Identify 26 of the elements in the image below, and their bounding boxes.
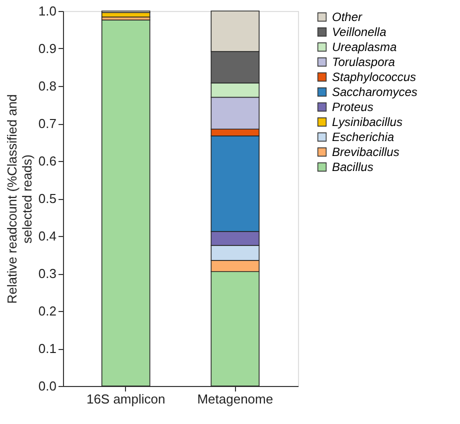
x-tick-label: Metagenome xyxy=(197,392,274,406)
y-tick-label: 0.2 xyxy=(38,304,56,318)
legend-label: Bacillus xyxy=(332,160,374,174)
bar xyxy=(101,20,150,386)
y-tick-label: 0.8 xyxy=(38,78,56,94)
y-tick-label: 0.9 xyxy=(38,41,56,56)
legend-label: Lysinibacillus xyxy=(332,115,402,129)
legend-label: Veillonella xyxy=(332,25,387,39)
legend-label: Saccharomyces xyxy=(332,85,418,99)
y-tick-label: 0.1 xyxy=(38,341,56,356)
legend-label: Staphylococcus xyxy=(332,70,416,84)
y-tick-label: 0.4 xyxy=(38,228,56,244)
y-tick-label: 0.0 xyxy=(38,378,56,394)
y-tick-label: 0.5 xyxy=(38,191,56,206)
legend-label: Ureaplasma xyxy=(332,40,398,54)
y-axis-title: Relative readcount (%Classified and selected reads) xyxy=(4,94,34,304)
legend-label: Proteus xyxy=(332,100,374,114)
y-tick-label: 1.0 xyxy=(38,4,56,18)
legend-label: Other xyxy=(332,10,364,24)
y-tick-label: 0.6 xyxy=(38,154,56,168)
legend-label: Brevibacillus xyxy=(332,145,400,159)
legend-label: Torulaspora xyxy=(332,55,396,69)
y-tick-label: 0.3 xyxy=(38,266,56,281)
legend-label: Escherichia xyxy=(332,130,394,144)
x-tick-label: 16S amplicon xyxy=(86,392,166,406)
y-tick-label: 0.7 xyxy=(38,116,56,131)
